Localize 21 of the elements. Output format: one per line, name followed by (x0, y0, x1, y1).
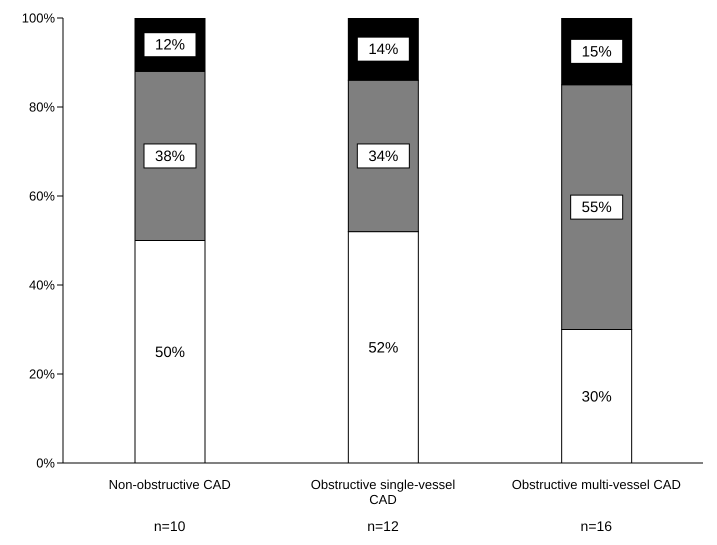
text: n=10 (154, 518, 186, 534)
data-label: 14% (368, 41, 398, 58)
y-tick-label: 100% (22, 10, 56, 26)
y-tick-label: 0% (36, 456, 56, 471)
y-tick-label: 40% (28, 278, 56, 293)
x-tick-label: Obstructive single-vessel CAD (310, 477, 456, 507)
x-tick-label: Obstructive multi-vessel CAD (512, 477, 681, 492)
text: n=16 (580, 518, 612, 534)
y-tick-label: 60% (28, 188, 56, 204)
text: n=12 (367, 518, 399, 534)
y-tick-label: 20% (28, 366, 56, 382)
data-label: 34% (368, 148, 398, 165)
data-label: 50% (154, 344, 186, 361)
x-tick-label: Non-obstructive CAD (108, 477, 231, 492)
data-label: 38% (154, 148, 186, 165)
data-label: 15% (582, 43, 612, 60)
data-label: 52% (368, 339, 398, 356)
data-label: 30% (582, 388, 612, 406)
data-label: 55% (582, 199, 612, 216)
y-tick-label: 80% (28, 100, 56, 115)
data-label: 12% (154, 36, 186, 54)
